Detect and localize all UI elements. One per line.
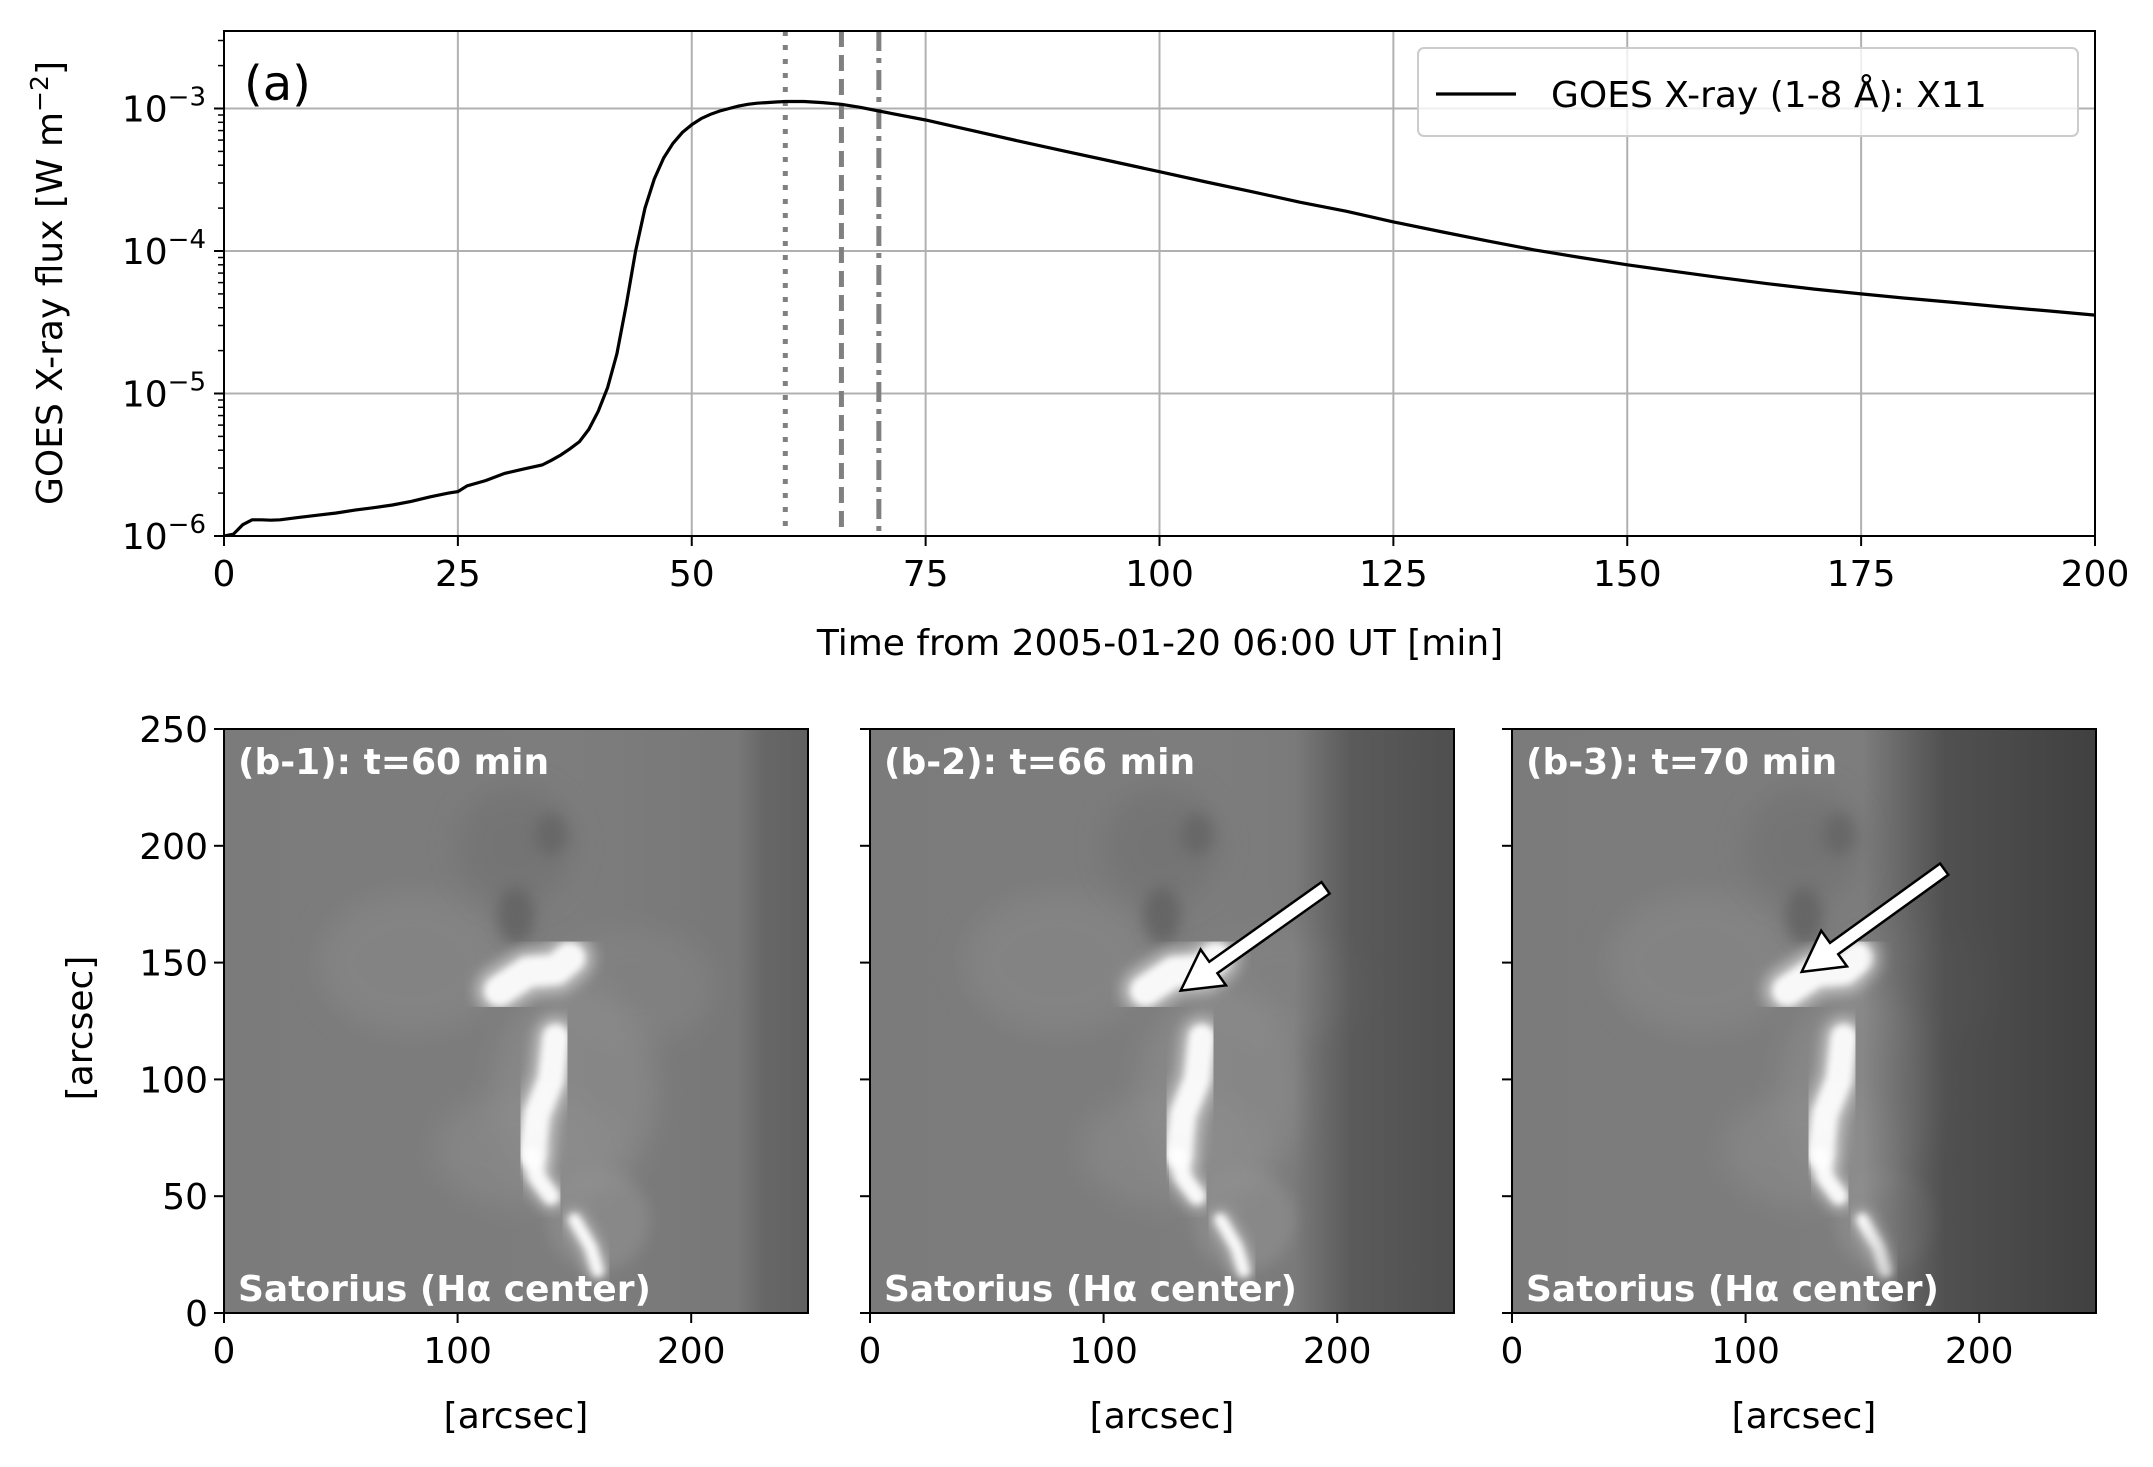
x-tick-label: 200 <box>657 1331 726 1372</box>
x-tick-label: 0 <box>213 1331 236 1372</box>
panel-a-vertical-markers <box>782 31 882 536</box>
x-tick-label: 100 <box>1711 1331 1780 1372</box>
panel-a-goes-lightcurve: 0 25 50 75 100 125 150 175 200 10−610−510−410−3 … <box>25 30 2130 664</box>
panel-b1-y-axis-label: [arcsec] <box>60 956 101 1101</box>
x-tick-label: 200 <box>1945 1331 2014 1372</box>
x-tick-label: 200 <box>1303 1331 1372 1372</box>
y-tick-label: 100 <box>139 1060 208 1101</box>
x-tick-label: 100 <box>423 1331 492 1372</box>
panel-b1-caption: Satorius (Hα center) <box>238 1269 651 1310</box>
halpha-image-panel-3 <box>1512 729 2096 1313</box>
panel-b2-frame <box>869 728 1455 1314</box>
solar-limb <box>1293 729 1454 1313</box>
plage-glow <box>963 892 1151 1033</box>
dark-feature <box>1822 813 1856 856</box>
panel-b3-x-axis-label: [arcsec] <box>1732 1396 1877 1437</box>
series-line-goes-xray <box>224 99 2095 536</box>
x-tick-label: 175 <box>1827 554 1896 595</box>
panel-a-y-axis-label: GOES X-ray flux [W m−2] <box>25 61 71 505</box>
y-tick-label: 10−6 <box>122 510 206 558</box>
solar-limb <box>737 729 808 1313</box>
x-tick-label: 0 <box>859 1331 882 1372</box>
x-tick-label: 100 <box>1069 1331 1138 1372</box>
panel-b3-label: (b-3): t=70 min <box>1526 742 1837 783</box>
y-tick-label: 10−3 <box>122 83 206 131</box>
panel-b3-frame <box>1511 728 2097 1314</box>
dark-feature <box>497 887 535 944</box>
panel-b2: (b-2): t=66 min Satorius (Hα center)0 100 2… <box>859 728 1455 1437</box>
panel-a-x-ticks: 0 25 50 75 100 125 150 175 200 <box>213 536 2130 595</box>
panel-b2-caption: Satorius (Hα center) <box>884 1269 1297 1310</box>
dark-feature <box>1785 887 1823 944</box>
y-tick-label: 0 <box>185 1294 208 1335</box>
x-tick-label: 0 <box>213 554 236 595</box>
plage-glow <box>1605 892 1793 1033</box>
x-tick-label: 50 <box>669 554 715 595</box>
panel-a-legend: GOES X-ray (1-8 Å): X11 <box>1417 47 2079 137</box>
x-tick-label: 25 <box>435 554 481 595</box>
panel-b3: (b-3): t=70 min Satorius (Hα center)0 100 2… <box>1501 728 2097 1437</box>
y-tick-label: 10−4 <box>122 225 206 273</box>
y-axis-label-exponent: −2 <box>25 75 54 112</box>
dark-feature <box>1180 813 1214 856</box>
x-tick-label: 75 <box>903 554 949 595</box>
y-axis-label-tail: ] <box>30 61 71 75</box>
panel-a-x-axis-label: Time from 2005-01-20 06:00 UT [min] <box>816 623 1503 664</box>
x-tick-label: 150 <box>1593 554 1662 595</box>
halpha-image-panel-2 <box>870 729 1454 1313</box>
legend-box <box>1417 47 2079 137</box>
annotation-arrow <box>1799 861 1951 974</box>
dark-feature <box>534 813 568 856</box>
x-tick-label: 0 <box>1501 1331 1524 1372</box>
x-tick-label: 100 <box>1125 554 1194 595</box>
y-tick-label: 10−5 <box>122 368 206 416</box>
plage-glow <box>317 892 505 1033</box>
x-tick-label: 125 <box>1359 554 1428 595</box>
panel-b2-label: (b-2): t=66 min <box>884 742 1195 783</box>
panel-b3-caption: Satorius (Hα center) <box>1526 1269 1939 1310</box>
panel-a-label: (a) <box>244 56 311 112</box>
panel-b1-frame <box>223 728 809 1314</box>
flare-ribbons <box>475 933 608 1281</box>
x-tick-label: 200 <box>2061 554 2130 595</box>
panel-b2-x-axis-label: [arcsec] <box>1090 1396 1235 1437</box>
panel-b1-x-axis-label: [arcsec] <box>444 1396 589 1437</box>
y-tick-label: 50 <box>162 1177 208 1218</box>
y-tick-label: 150 <box>139 944 208 985</box>
legend-entry-goes-xray: GOES X-ray (1-8 Å): X11 <box>1551 73 1987 116</box>
panel-b1-label: (b-1): t=60 min <box>238 742 549 783</box>
annotation-arrow <box>1178 880 1332 993</box>
panel-a-y-ticks: 10−6 10−5 10−4 10−3 <box>122 39 224 558</box>
halpha-image-panel-1 <box>224 729 808 1313</box>
dark-feature <box>1143 887 1181 944</box>
y-tick-label: 250 <box>139 710 208 751</box>
y-axis-label-main: GOES X-ray flux [W m <box>30 112 71 505</box>
solar-limb <box>1862 729 2096 1313</box>
y-tick-label: 200 <box>139 827 208 868</box>
